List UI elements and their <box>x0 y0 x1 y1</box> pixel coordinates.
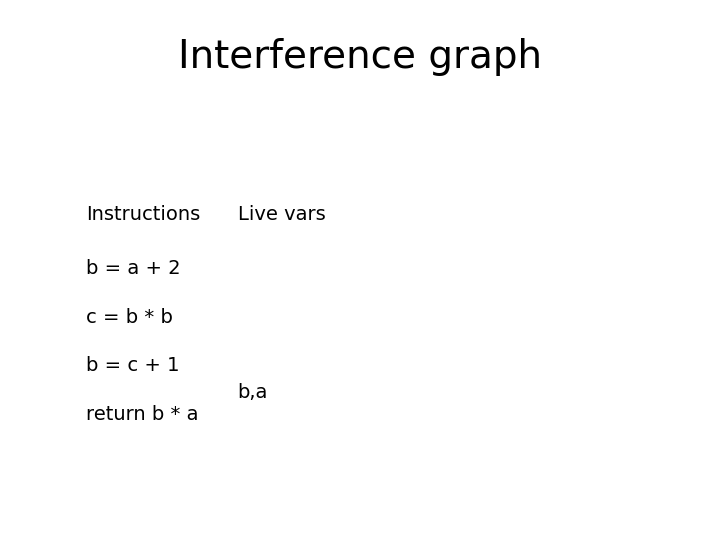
Text: Interference graph: Interference graph <box>178 38 542 76</box>
Text: c = b * b: c = b * b <box>86 308 174 327</box>
Text: b = a + 2: b = a + 2 <box>86 259 181 278</box>
Text: b = c + 1: b = c + 1 <box>86 356 180 375</box>
Text: return b * a: return b * a <box>86 405 199 424</box>
Text: b,a: b,a <box>238 383 268 402</box>
Text: Live vars: Live vars <box>238 205 325 224</box>
Text: Instructions: Instructions <box>86 205 201 224</box>
